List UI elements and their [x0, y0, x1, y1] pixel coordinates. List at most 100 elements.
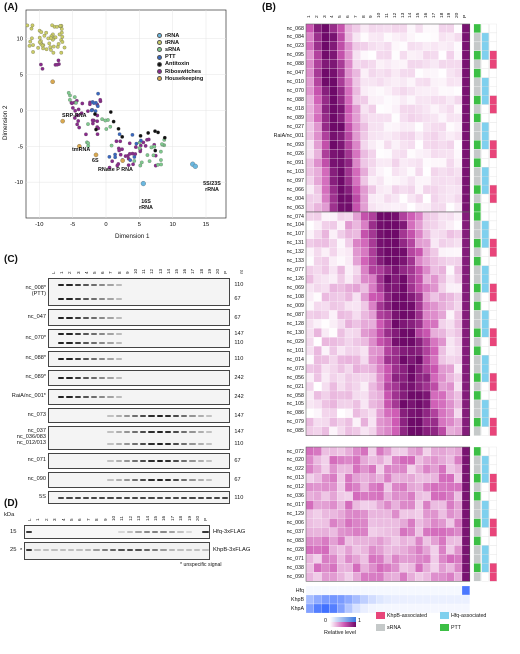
heatmap-cell: [321, 572, 330, 582]
heatmap-cell: [415, 446, 424, 457]
annotation-cell-khpb: [489, 482, 497, 492]
blot-size-label: 67: [234, 458, 241, 464]
scatter-point: [146, 137, 151, 142]
heatmap-row-label: nc_130: [286, 329, 304, 336]
heatmap-cell: [383, 50, 392, 60]
heatmap-cell: [391, 337, 400, 347]
heatmap-cell: [438, 545, 447, 555]
heatmap-cell: [329, 140, 338, 150]
protein-cell: [305, 594, 314, 605]
heatmap-cell: [383, 355, 392, 365]
heatmap-cell: [415, 265, 424, 275]
annotation-cell-hfq: [481, 328, 489, 338]
heatmap-cell: [352, 500, 361, 510]
heatmap-cell: [329, 399, 338, 410]
heatmap-cell: [305, 283, 314, 293]
heatmap-cell: [461, 446, 470, 457]
heatmap-cell: [407, 527, 416, 537]
heatmap-cell: [321, 310, 330, 320]
heatmap-cell: [376, 229, 385, 239]
heatmap-cell: [391, 220, 400, 230]
heatmap-cell: [305, 390, 314, 401]
annotation-cell-khpb: [489, 229, 497, 239]
western-lane-label: 2: [43, 518, 49, 521]
heatmap-cell: [399, 482, 408, 492]
heatmap-cell: [376, 426, 385, 436]
western-lane-label: 5: [69, 518, 74, 521]
annotation-cell-khpb: [489, 473, 497, 483]
heatmap-cell: [422, 247, 431, 257]
annotation-cell-khpb: [489, 509, 497, 519]
heatmap-cell: [446, 563, 455, 573]
heatmap-cell: [383, 518, 392, 528]
blot-band: [91, 396, 98, 398]
heatmap-row-label: nc_105: [286, 401, 304, 408]
heatmap-cell: [454, 140, 463, 150]
heatmap-cell: [313, 408, 322, 418]
heatmap-cell: [461, 527, 470, 537]
heatmap-cell: [415, 536, 424, 546]
heatmap-cell: [415, 176, 424, 186]
heatmap-cell: [368, 536, 377, 546]
annotation-cell-hfq: [481, 175, 489, 186]
western-lane-label: 7: [85, 518, 91, 521]
heatmap-cell: [352, 473, 361, 483]
heatmap-cell: [415, 41, 424, 51]
annotation-cell-hfq: [481, 193, 489, 204]
annotation-cell-khpb: [489, 426, 497, 436]
legend-a: rRNA tRNA sRNA PTT Antitoxin Riboswitches Hous…: [157, 32, 203, 82]
heatmap-cell: [329, 167, 338, 177]
y-tick-label: -10: [15, 180, 23, 186]
heatmap-row-label: nc_079: [286, 419, 304, 426]
heatmap-cell: [368, 95, 377, 105]
annotation-cell-hfq: [481, 464, 489, 474]
heatmap-cell: [344, 364, 353, 374]
annotation-cell-khpb: [489, 158, 497, 168]
housekeeping-point: [93, 152, 99, 158]
heatmap-cell: [422, 211, 431, 222]
heatmap-cell: [337, 545, 346, 555]
blot-strip: [48, 453, 231, 469]
annotation-cell-hfq: [481, 310, 489, 320]
heatmap-cell: [368, 373, 377, 383]
heatmap-cell: [383, 446, 392, 457]
heatmap-row-label: nc_014: [286, 356, 304, 363]
annotation-5s-23s-rrna: 5S/23S rRNA: [203, 181, 221, 193]
heatmap-cell: [391, 158, 400, 168]
blot-size-label: 67: [234, 296, 241, 302]
western-band-khpb: [126, 549, 134, 551]
heatmap-cell: [321, 247, 330, 257]
heatmap-cell: [383, 41, 392, 51]
scatter-point: [50, 23, 54, 28]
heatmap-cell: [305, 446, 314, 457]
heatmap-cell: [407, 176, 416, 186]
annotation-16s-rrna: 16S rRNA: [139, 199, 153, 211]
blot-band: [164, 414, 171, 417]
annotation-cell-khpb: [489, 256, 497, 266]
heatmap-cell: [399, 426, 408, 436]
heatmap-cell: [360, 346, 369, 356]
heatmap-cell: [383, 220, 392, 230]
heatmap-cell: [376, 355, 385, 365]
heatmap-cell: [337, 464, 346, 474]
heatmap-cell: [454, 563, 463, 573]
legend-label-b: KhpB-associated: [387, 613, 428, 619]
heatmap-cell: [454, 229, 463, 239]
annotation-cell-khpb: [489, 283, 497, 293]
blot-lane-label: 11: [141, 269, 147, 274]
heatmap-cell: [321, 77, 330, 87]
heatmap-cell: [430, 373, 439, 383]
heatmap-cell: [329, 77, 338, 87]
heatmap-cell: [305, 572, 314, 582]
heatmap-cell: [352, 41, 361, 51]
protein-cell: [337, 594, 346, 605]
blot-lane-label: 8: [116, 271, 122, 274]
blot-band: [91, 342, 98, 345]
heatmap-cell: [376, 491, 385, 501]
scatter-point: [40, 43, 45, 48]
heatmap-cell: [368, 464, 377, 474]
scatter-point: [56, 58, 61, 63]
heatmap-cell: [422, 167, 431, 177]
heatmap-cell: [368, 176, 377, 186]
protein-cell: [454, 603, 463, 614]
